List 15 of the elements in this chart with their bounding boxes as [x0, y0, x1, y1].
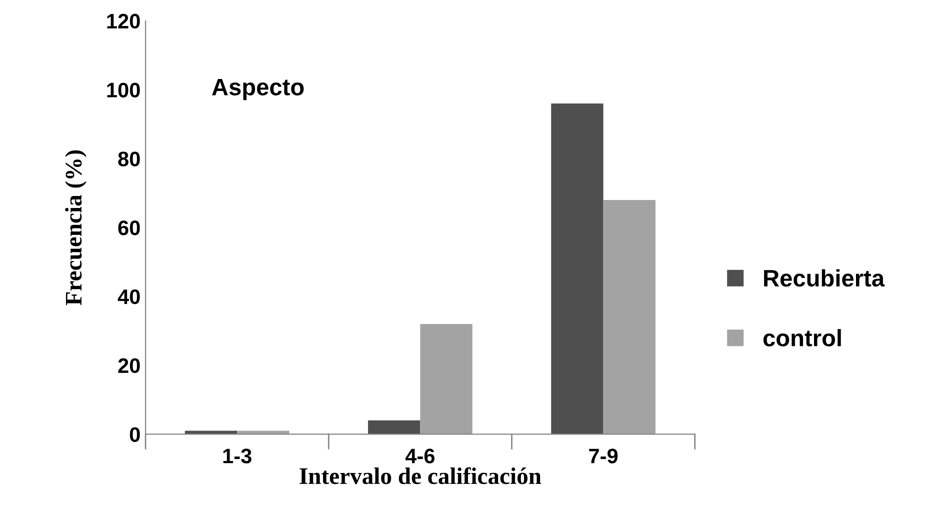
y-tick-label: 120	[107, 14, 140, 29]
legend-label: control	[763, 329, 841, 346]
x-tick-label: 7-9	[589, 448, 618, 464]
y-tick-label: 100	[107, 82, 140, 98]
x-tick-label: 1-3	[223, 448, 252, 464]
legend-label: Recubierta	[764, 269, 885, 287]
y-tick-label: 20	[118, 358, 140, 374]
x-axis-title: Intervalo de calificación	[300, 467, 542, 484]
y-axis-title: Frecuencia (%)	[65, 150, 86, 306]
annotation: Aspecto	[212, 78, 304, 100]
y-tick-label: 0	[130, 427, 140, 442]
x-tick-label: 4-6	[405, 448, 435, 464]
y-tick-label: 80	[118, 152, 140, 166]
y-tick-label: 40	[118, 289, 140, 304]
y-tick-label: 60	[118, 220, 140, 236]
